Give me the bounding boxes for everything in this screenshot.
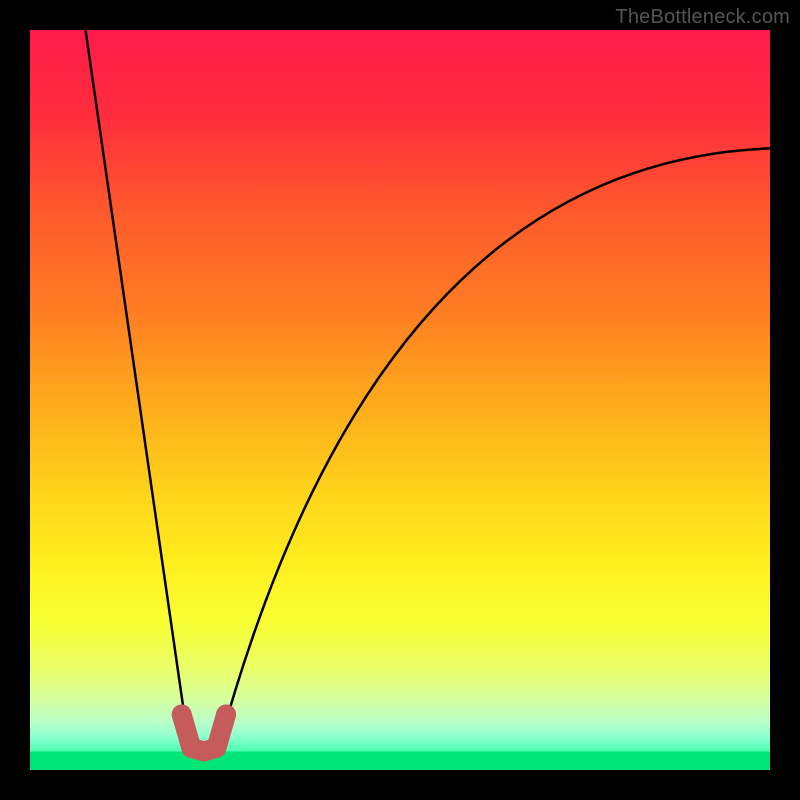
watermark-text: TheBottleneck.com xyxy=(615,6,790,29)
valley-marker-end-left xyxy=(172,705,192,725)
green-band xyxy=(30,752,770,771)
valley-marker-end-right xyxy=(216,705,236,725)
bottleneck-chart xyxy=(0,0,800,800)
gradient-background xyxy=(30,30,770,770)
chart-container: TheBottleneck.com xyxy=(0,0,800,800)
